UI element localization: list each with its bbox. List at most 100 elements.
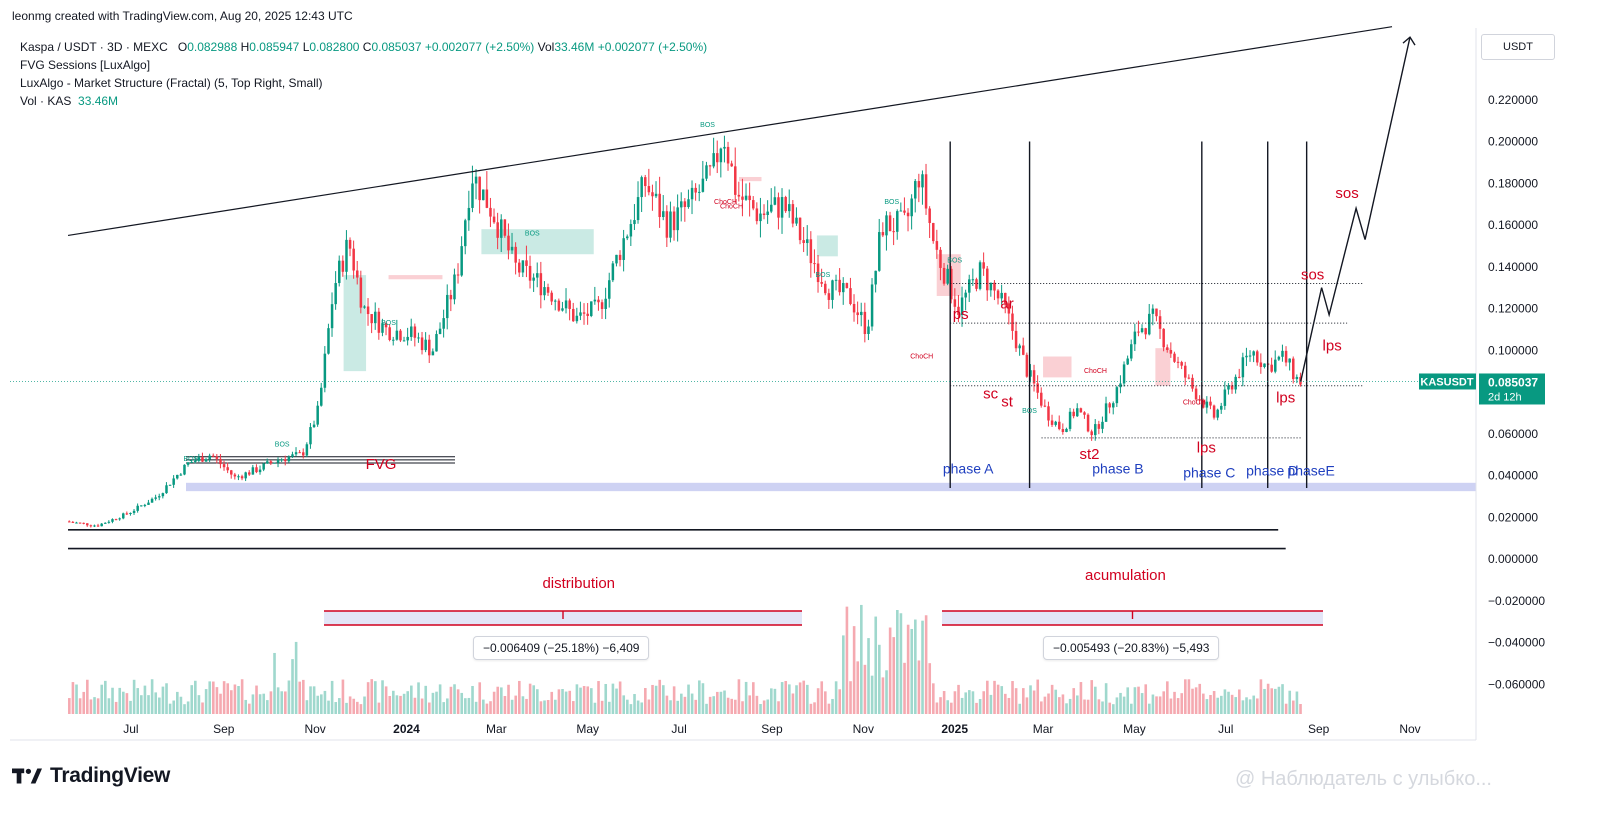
candle-body <box>723 146 726 149</box>
legend-indicator-fvg[interactable]: FVG Sessions [LuxAlgo] <box>20 58 151 72</box>
candle-body <box>1126 358 1129 365</box>
candle-body <box>888 215 892 232</box>
candle-body <box>770 204 773 212</box>
volume-bar <box>89 699 93 714</box>
volume-bar <box>1065 703 1068 714</box>
legend-indicator-market-structure[interactable]: LuxAlgo - Market Structure (Fractal) (5,… <box>20 76 323 90</box>
candle-body <box>798 217 802 241</box>
candle-body <box>726 146 730 164</box>
candle-body <box>125 513 129 515</box>
measure-label-distribution[interactable]: −0.006409 (−25.18%) −6,409 <box>473 636 650 660</box>
candle-body <box>622 238 625 260</box>
volume-bar <box>435 691 438 714</box>
annotation-label: ar <box>1000 296 1013 313</box>
legend-volume-indicator[interactable]: Vol · KAS 33.46M <box>20 92 707 110</box>
volume-bar <box>1288 690 1292 714</box>
structure-label: BOS <box>700 122 715 129</box>
volume-bar <box>543 700 546 714</box>
volume-bar <box>798 682 802 714</box>
y-tick-label: 0.220000 <box>1488 93 1538 107</box>
candle-body <box>968 279 971 293</box>
volume-bar <box>1234 697 1238 714</box>
volume-bar <box>1220 695 1223 714</box>
x-tick-label: Nov <box>1399 722 1420 736</box>
author-watermark: @ Наблюдатель с улыбко... <box>1235 768 1492 790</box>
y-tick-label: 0.160000 <box>1488 218 1538 232</box>
volume-bar <box>107 698 111 714</box>
candle-body <box>438 328 442 335</box>
candle-body <box>1252 351 1255 356</box>
structure-label: ChoCH <box>1183 400 1206 407</box>
volume-bar <box>791 693 795 714</box>
volume-bar <box>971 691 975 714</box>
volume-bar <box>1252 695 1256 714</box>
volume-bar <box>647 699 651 714</box>
candle-body <box>428 339 431 356</box>
volume-bar <box>1047 693 1050 714</box>
candle-body <box>442 318 445 329</box>
volume-bar <box>867 638 870 714</box>
candle-body <box>363 306 366 308</box>
candle-body <box>744 195 748 200</box>
candle-body <box>1076 408 1079 417</box>
structure-label: BOS <box>947 258 962 265</box>
legend-high-label: H <box>240 40 250 54</box>
volume-bar <box>1284 703 1288 714</box>
volume-bar <box>698 680 701 714</box>
x-tick-label: May <box>576 722 599 736</box>
volume-bar <box>780 682 784 714</box>
volume-bar <box>1148 703 1151 714</box>
volume-bar <box>989 694 993 714</box>
tradingview-logo[interactable]: TradingView <box>12 764 170 788</box>
volume-bar <box>572 701 575 714</box>
candle-body <box>960 297 964 315</box>
volume-bar <box>734 699 737 714</box>
x-tick-label: Jul <box>123 722 138 736</box>
volume-bar <box>978 699 982 714</box>
volume-bar <box>482 699 485 714</box>
volume-bar <box>784 680 788 714</box>
candle-body <box>676 207 679 231</box>
countdown-label: 2d 12h <box>1488 391 1522 403</box>
candle-body <box>323 353 327 388</box>
candle-body <box>500 219 503 238</box>
candle-body <box>1263 363 1266 367</box>
candle-body <box>179 474 183 476</box>
currency-selector[interactable]: USDT <box>1481 34 1555 60</box>
legend-volume-label: Vol <box>537 40 555 54</box>
candle-body <box>845 283 849 289</box>
volume-bar <box>870 675 874 714</box>
candle-body <box>1256 351 1259 363</box>
candle-body <box>258 469 262 473</box>
annotation-label: sos <box>1335 185 1358 202</box>
volume-bar <box>356 701 359 714</box>
candle-body <box>474 176 478 184</box>
measure-label-accumulation[interactable]: −0.005493 (−20.83%) −5,493 <box>1043 636 1220 660</box>
candle-body <box>485 189 489 208</box>
volume-bar <box>240 679 244 714</box>
x-tick-label: 2024 <box>393 722 420 736</box>
candle-body <box>1144 328 1147 335</box>
candle-body <box>366 306 370 315</box>
volume-bar <box>1277 686 1281 714</box>
candle-body <box>971 279 975 281</box>
y-tick-label: 0.180000 <box>1488 176 1538 190</box>
volume-bar <box>773 688 777 714</box>
candle-body <box>1227 385 1230 390</box>
candle-body <box>680 201 683 208</box>
candle-body <box>68 521 71 523</box>
volume-bar <box>795 685 798 714</box>
legend-symbol[interactable]: Kaspa / USDT · 3D · MEXC <box>20 40 168 54</box>
volume-bar <box>1036 679 1040 714</box>
candle-body <box>604 298 607 309</box>
candle-body <box>698 191 701 193</box>
volume-bar <box>1158 696 1162 714</box>
candle-body <box>1004 292 1007 304</box>
structure-label: BOS <box>884 199 899 206</box>
candle-body <box>1180 362 1183 366</box>
volume-bar <box>78 698 82 714</box>
volume-bar <box>946 700 950 714</box>
volume-bar <box>824 691 827 714</box>
volume-bar <box>1130 703 1133 714</box>
